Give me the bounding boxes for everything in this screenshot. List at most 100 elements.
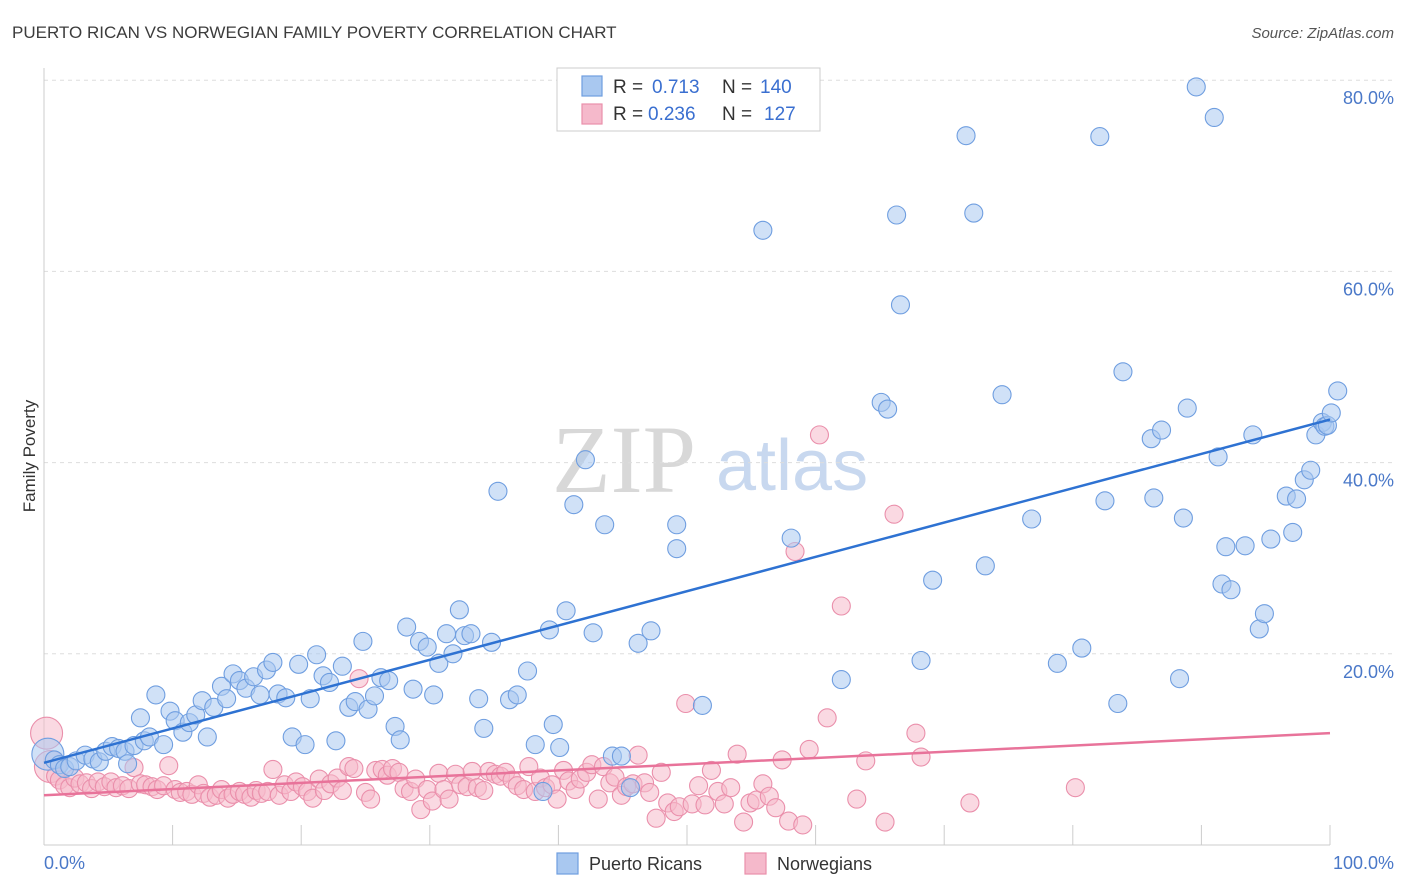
legend-r-label-2: R = xyxy=(613,104,643,125)
puerto-ricans-point xyxy=(379,671,399,691)
puerto-ricans-point xyxy=(364,686,385,706)
puerto-ricans-point xyxy=(263,652,283,672)
watermark-atlas: atlas xyxy=(716,426,868,506)
norwegians-point xyxy=(817,708,837,728)
puerto-ricans-point xyxy=(488,481,508,501)
puerto-ricans-point xyxy=(556,601,576,621)
puerto-ricans-point xyxy=(1221,580,1241,600)
puerto-ricans-point xyxy=(975,556,995,576)
puerto-ricans-point xyxy=(397,617,417,637)
puerto-ricans-point xyxy=(1328,381,1348,401)
puerto-ricans-point xyxy=(753,220,773,240)
puerto-ricans-point xyxy=(964,203,984,223)
bottom-legend-swatch-norwegians xyxy=(744,852,767,875)
chart-source: Source: ZipAtlas.com xyxy=(1251,25,1394,42)
puerto-ricans-point xyxy=(517,661,538,681)
puerto-ricans-point xyxy=(992,385,1012,405)
puerto-ricans-point xyxy=(474,718,494,738)
puerto-ricans-point xyxy=(197,727,217,747)
puerto-ricans-point xyxy=(1208,447,1228,467)
puerto-ricans-point xyxy=(1186,77,1206,97)
puerto-ricans-point xyxy=(1177,398,1197,418)
legend: R = 0.713 N = 140 R = 0.236 N = 127 xyxy=(556,67,821,132)
puerto-ricans-point xyxy=(436,624,457,644)
puerto-ricans-point xyxy=(543,714,563,735)
puerto-ricans-point xyxy=(781,528,801,548)
puerto-ricans-point xyxy=(1022,509,1042,529)
puerto-ricans-point xyxy=(1216,537,1236,557)
puerto-ricans-point xyxy=(130,708,150,728)
puerto-ricans-point xyxy=(575,450,595,470)
y-tick-labels: 20.0% 40.0% 60.0% 80.0% xyxy=(1343,88,1394,682)
legend-n-value-2: 127 xyxy=(764,104,796,125)
norwegians-point xyxy=(159,756,179,776)
norwegians-point xyxy=(714,794,734,814)
puerto-ricans-point xyxy=(1144,488,1164,508)
gridlines xyxy=(44,79,1392,655)
norwegians-point xyxy=(628,745,648,765)
puerto-ricans-point xyxy=(1072,638,1092,658)
norwegians-point xyxy=(960,793,980,813)
norwegians-point xyxy=(689,776,709,796)
norwegians-point xyxy=(332,780,352,801)
x-tick-label-min: 0.0% xyxy=(44,853,85,873)
y-tick-label-60: 60.0% xyxy=(1343,279,1394,299)
norwegians-point xyxy=(474,780,494,801)
puerto-ricans-point xyxy=(628,633,648,653)
norwegians-point xyxy=(831,596,851,616)
norwegians-point xyxy=(911,747,931,767)
puerto-ricans-point xyxy=(911,650,931,671)
puerto-ricans-point xyxy=(831,670,851,690)
series-puerto-ricans-points xyxy=(31,77,1348,802)
series-norwegians-points xyxy=(30,425,1085,835)
puerto-ricans-point xyxy=(424,685,444,705)
norwegians-point xyxy=(361,789,381,809)
puerto-ricans-point xyxy=(1095,491,1115,511)
y-axis-label: Family Poverty xyxy=(20,399,39,512)
puerto-ricans-point xyxy=(667,539,687,559)
puerto-ricans-point xyxy=(525,735,545,755)
puerto-ricans-point xyxy=(217,689,237,709)
puerto-ricans-point xyxy=(1261,529,1281,549)
puerto-ricans-point xyxy=(1090,127,1110,147)
norwegians-point xyxy=(462,761,482,781)
puerto-ricans-point xyxy=(1301,460,1321,480)
puerto-ricans-point xyxy=(533,781,553,802)
puerto-ricans-point xyxy=(118,754,138,774)
norwegians-point xyxy=(799,739,819,759)
puerto-ricans-point xyxy=(1204,107,1224,128)
puerto-ricans-point xyxy=(595,515,615,535)
puerto-ricans-point xyxy=(1151,420,1172,440)
legend-r-value-1: 0.713 xyxy=(652,77,700,98)
y-tick-label-40: 40.0% xyxy=(1343,471,1394,491)
legend-swatch-puerto-ricans xyxy=(581,75,603,97)
norwegians-point xyxy=(588,789,608,809)
puerto-ricans-point xyxy=(878,399,898,419)
puerto-ricans-point xyxy=(469,689,489,709)
puerto-ricans-point xyxy=(923,570,943,590)
norwegians-point xyxy=(640,782,660,802)
puerto-ricans-point xyxy=(620,778,640,798)
norwegians-point xyxy=(439,789,459,809)
puerto-ricans-point xyxy=(1108,693,1128,714)
norwegians-point xyxy=(793,815,813,835)
puerto-ricans-point xyxy=(417,637,437,657)
norwegians-point xyxy=(695,795,715,815)
y-tick-label-80: 80.0% xyxy=(1343,88,1394,108)
norwegians-point xyxy=(847,789,867,809)
puerto-ricans-point xyxy=(1047,653,1067,673)
norwegians-point xyxy=(676,693,696,714)
norwegians-point xyxy=(429,763,449,783)
norwegians-point xyxy=(701,760,721,780)
axes xyxy=(43,68,1331,846)
norwegians-point xyxy=(734,812,754,832)
trend-line-norwegians xyxy=(43,731,1331,797)
puerto-ricans-point xyxy=(692,695,712,715)
puerto-ricans-point xyxy=(289,654,309,674)
puerto-ricans-point xyxy=(403,679,423,699)
norwegians-point xyxy=(809,425,830,445)
trend-line-puerto-ricans xyxy=(43,418,1331,764)
bottom-legend-swatch-puerto-ricans xyxy=(556,852,579,875)
legend-n-label-1: N = xyxy=(722,77,752,98)
